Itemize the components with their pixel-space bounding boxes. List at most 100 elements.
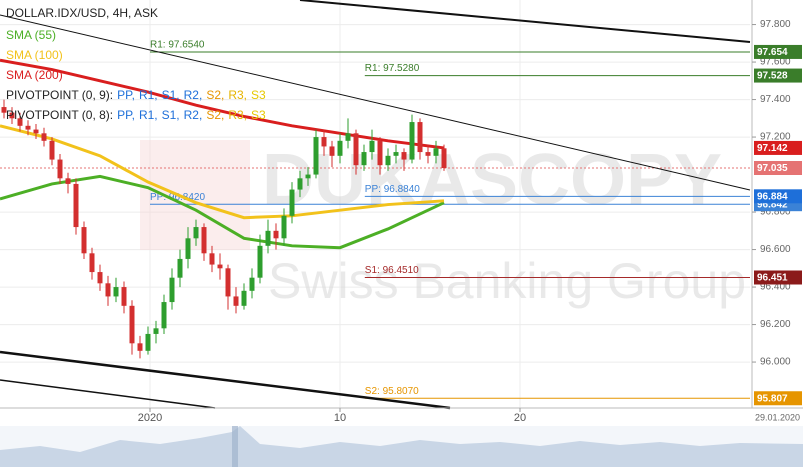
candle-body [313,137,319,175]
y-tick-label: 96.000 [760,357,791,368]
candle-body [385,155,391,166]
candle-body [257,245,263,278]
trend-line [299,0,751,43]
watermark: Swiss Banking Group [268,253,746,309]
candle-body [169,277,175,303]
y-tick-label: 96.600 [760,244,791,255]
legend-label: PIVOTPOINT (0, 8): [6,108,113,122]
legend-pivot: S2, [206,88,224,102]
y-tick-label: 97.200 [760,132,791,143]
legend-item: PIVOTPOINT (0, 8): PP, R1, S1, R2, S2, R3, S3 [6,108,266,122]
price-tag-label: 95.807 [757,393,788,404]
legend-item: SMA (100) [6,48,63,62]
legend-pivot: R1, [139,88,158,102]
candle-body [225,268,231,297]
candle-body [377,140,383,166]
candle-body [345,133,351,141]
candle-body [249,277,255,291]
trend-line [0,379,216,409]
candle-body [153,328,159,334]
legend-item: PIVOTPOINT (0, 9): PP, R1, S1, R2, S2, R3, S3 [6,88,266,102]
pivot-label: PP: 96.8420 [150,192,205,203]
price-tag-label: 97.654 [757,47,788,58]
y-tick-label: 96.200 [760,319,791,330]
candle-body [337,140,343,156]
price-tag [754,270,802,285]
navigator-handle[interactable] [232,426,238,467]
candle-body [289,189,295,216]
pivot-label: S2: 95.8070 [365,386,419,397]
legend-pivot: R3, [228,88,247,102]
candle-body [305,174,311,179]
y-tick-label: 97.400 [760,94,791,105]
candle-body [57,159,63,179]
x-tick-label: 20 [514,412,526,424]
candle-body [409,122,415,160]
candle-body [25,125,31,130]
candle-body [185,238,191,259]
candle-body [193,227,199,239]
navigator-area [0,426,803,467]
candle-body [73,183,79,228]
candle-body [145,333,151,351]
legend-pivot: S1, [162,108,180,122]
price-tag [754,44,802,59]
candle-body [329,146,335,156]
pivot-label: R1: 97.6540 [150,40,205,51]
price-tag [754,189,802,204]
candle-body [401,152,407,160]
candle-body [121,287,127,306]
candle-body [89,253,95,273]
legend-pivot: PP, [117,108,135,122]
price-tag-label: 96.884 [757,191,788,202]
candle-body [201,227,207,254]
candle-body [393,152,399,156]
legend-pivot: S2, [206,108,224,122]
y-tick-label: 96.800 [760,207,791,218]
price-tag-label: 97.142 [757,143,788,154]
candle-body [441,148,447,168]
legend-pivot: R2, [184,108,203,122]
candle-body [97,272,103,284]
candle-body [425,152,431,156]
legend-pivot: R2, [184,88,203,102]
candle-body [129,305,135,344]
candle-body [353,133,359,166]
legend-label: PIVOTPOINT (0, 9): [6,88,113,102]
pivot-label: R1: 97.5280 [365,63,420,74]
candle-body [137,343,143,351]
y-tick-label: 96.400 [760,282,791,293]
candle-body [65,178,71,184]
candle-body [321,137,327,147]
candle-body [233,296,239,306]
candle-body [49,140,55,160]
price-tag [754,161,802,175]
legend-pivot: R1, [139,108,158,122]
pivot-label: PP: 96.8840 [365,184,420,195]
chart-title: DOLLAR.IDX/USD, 4H, ASK [6,6,158,20]
price-tag-label: 97.528 [757,71,788,82]
legend-pivot: R3, [228,108,247,122]
legend-pivot: PP, [117,88,135,102]
candle-body [417,122,423,153]
candle-body [361,152,367,166]
plot: R1: 97.6540 PP: 96.8420 R1: 97.5280 PP: 96.… [0,40,750,399]
candle-body [113,287,119,297]
price-tag [754,68,802,83]
candle-body [177,258,183,278]
candle-body [161,302,167,329]
y-tick-label: 97.600 [760,57,791,68]
legend-pivot: S1, [162,88,180,102]
axes: 96.000 96.200 96.400 96.600 96.800 97.200 97.4… [138,19,802,424]
candle-body [241,290,247,306]
candle-body [209,253,215,265]
candle-body [265,230,271,246]
sma-line [0,124,445,220]
price-tag [754,140,802,155]
trend-line [0,350,451,410]
x-tick-label: 10 [334,412,346,424]
date-label: 29.01.2020 [755,412,800,422]
